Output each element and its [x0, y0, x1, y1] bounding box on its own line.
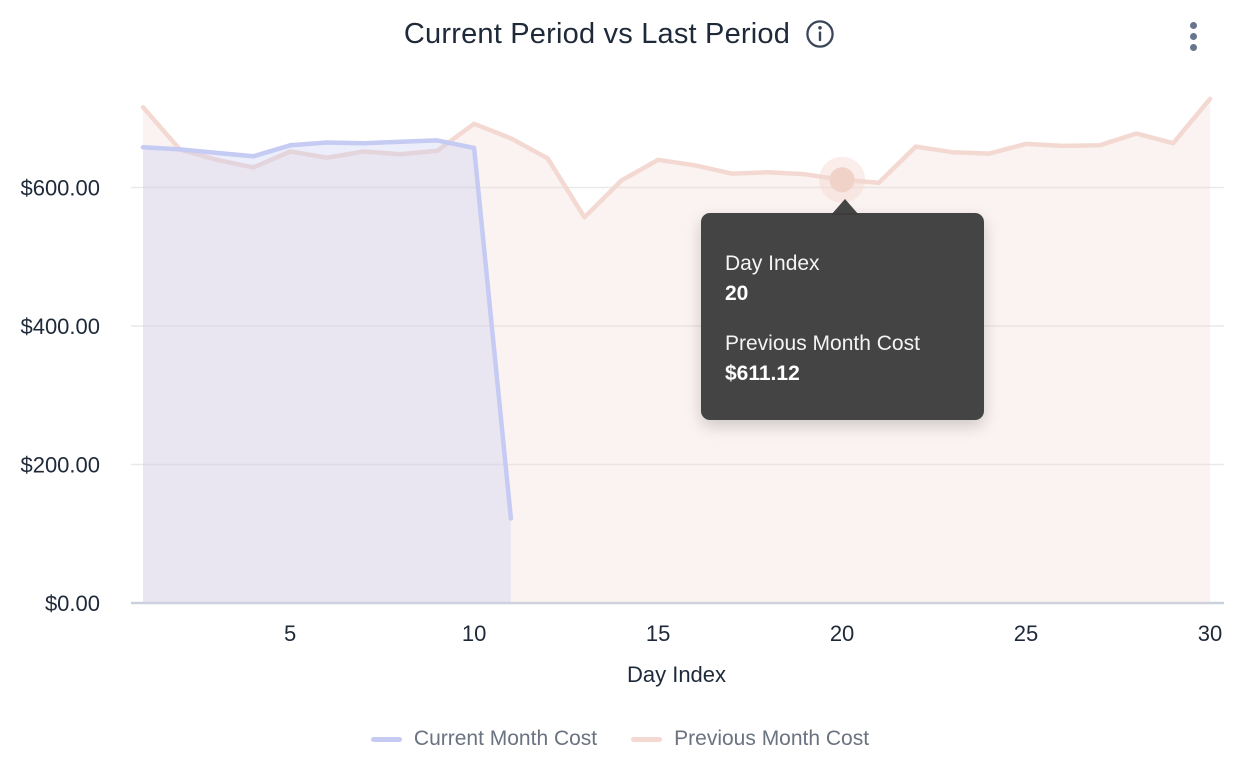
tooltip-arrow: [831, 199, 859, 215]
x-axis-tick-label: 25: [1014, 621, 1038, 646]
kebab-dot: [1189, 43, 1197, 51]
x-axis-tick-label: 30: [1198, 621, 1222, 646]
y-axis-tick-label: $0.00: [45, 591, 100, 616]
previous-month-cost-line: [140, 96, 1213, 220]
y-axis-tick-label: $400.00: [20, 314, 100, 339]
kebab-dot: [1189, 21, 1197, 29]
tooltip-x-value: 20: [725, 282, 749, 305]
x-axis-title: Day Index: [627, 662, 726, 687]
current-month-cost-area: [143, 140, 511, 603]
tooltip-x-group: Day Index 20: [725, 249, 960, 309]
x-axis-tick-label: 10: [462, 621, 486, 646]
current-month-cost-line: [140, 138, 514, 521]
chart-tooltip: Day Index 20 Previous Month Cost $611.12: [701, 199, 984, 420]
legend-swatch-previous-month-icon: [631, 736, 663, 742]
tooltip-x-label: Day Index: [725, 252, 820, 275]
legend-label-previous-month: Previous Month Cost: [674, 727, 870, 750]
kebab-menu-button[interactable]: [1182, 15, 1204, 57]
y-axis-tick-label: $200.00: [20, 453, 100, 478]
y-axis-tick-label: $600.00: [20, 176, 100, 201]
chart-title: Current Period vs Last Period: [403, 17, 791, 50]
legend-label-current-month: Current Month Cost: [413, 727, 598, 750]
legend-item-previous-month[interactable]: Previous Month Cost: [631, 727, 869, 751]
chart-header: Current Period vs Last Period: [0, 12, 1240, 56]
chart-legend: Current Month Cost Previous Month Cost: [0, 724, 1240, 754]
active-point-marker[interactable]: [829, 167, 855, 193]
kebab-dot: [1189, 32, 1197, 40]
tooltip-series-group: Previous Month Cost $611.12: [725, 329, 960, 389]
legend-swatch-current-month-icon: [370, 736, 402, 742]
tooltip-series-label: Previous Month Cost: [725, 332, 920, 355]
info-icon[interactable]: [804, 18, 836, 50]
x-axis-tick-label: 15: [646, 621, 670, 646]
tooltip-series-value: $611.12: [725, 362, 800, 385]
x-axis-tick-label: 20: [830, 621, 854, 646]
legend-item-current-month[interactable]: Current Month Cost: [370, 727, 598, 751]
x-axis-tick-label: 5: [284, 621, 296, 646]
